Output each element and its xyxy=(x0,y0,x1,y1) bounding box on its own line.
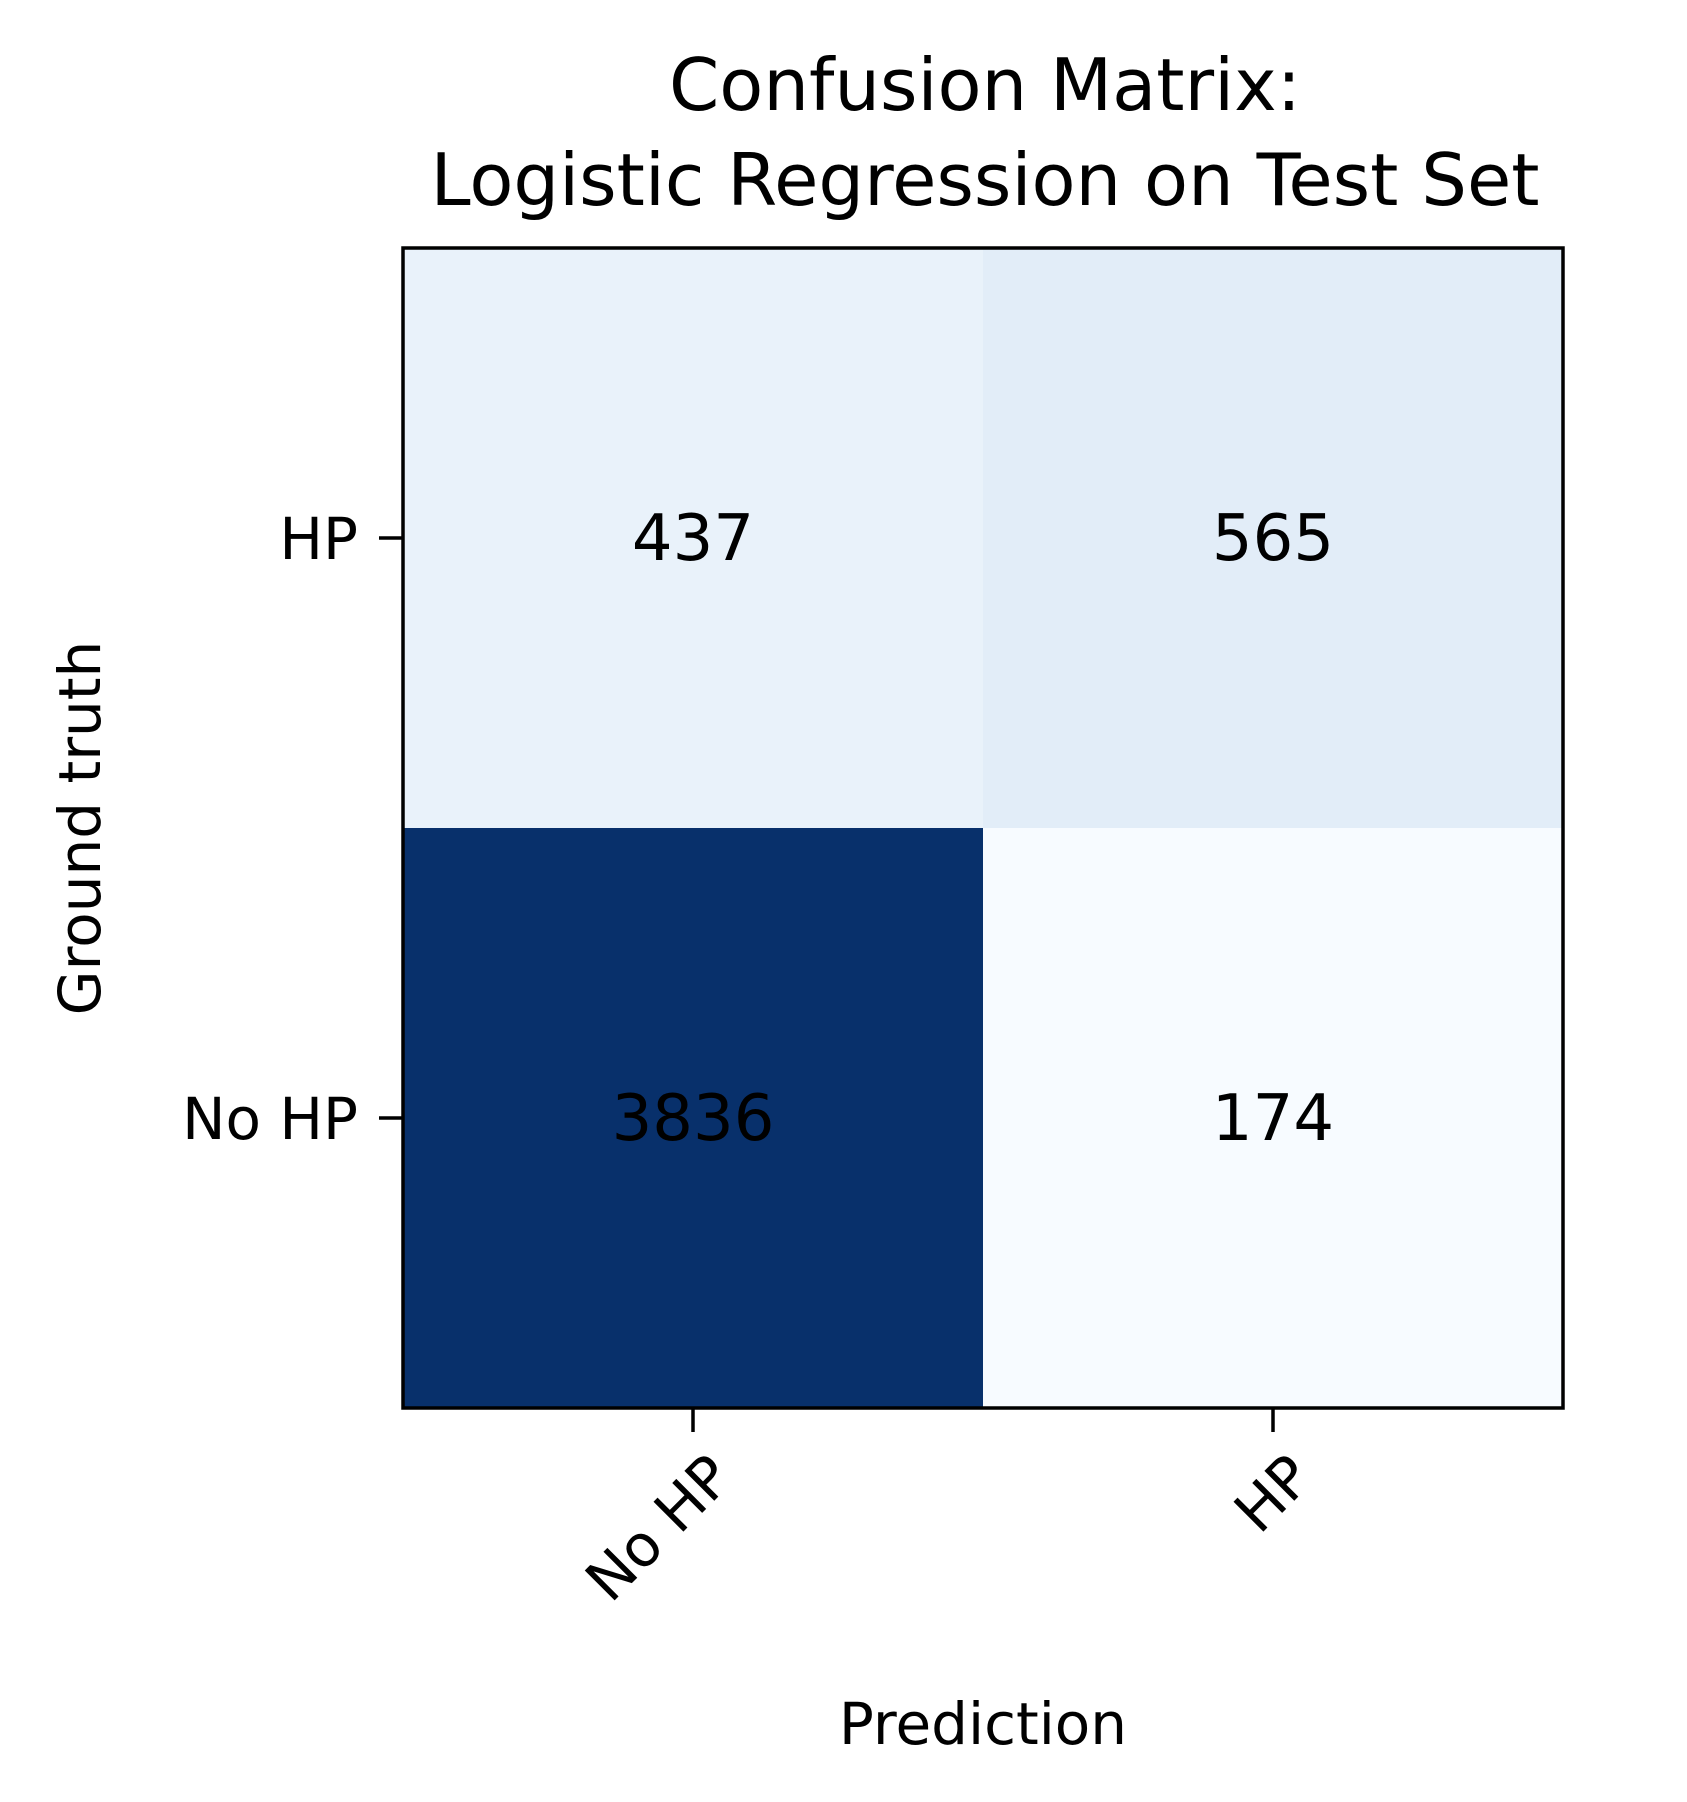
chart-title-line-1: Confusion Matrix: xyxy=(669,43,1301,127)
x-axis-label: Prediction xyxy=(839,1690,1127,1758)
y-axis-label: Ground truth xyxy=(46,641,114,1016)
plot-frame xyxy=(401,246,1565,1410)
cell-value-label: 3836 xyxy=(612,1082,775,1156)
heatmap-cell xyxy=(403,828,983,1408)
y-tick-label: HP xyxy=(279,505,358,573)
cell-value-label: 565 xyxy=(1212,502,1334,576)
heatmap-cell xyxy=(403,248,983,828)
heatmap-cell xyxy=(983,828,1563,1408)
heatmap-cell-labels: 437 565 3836 174 xyxy=(612,502,1335,1156)
chart-title-line-2: Logistic Regression on Test Set xyxy=(430,138,1539,222)
cell-value-label: 174 xyxy=(1212,1082,1334,1156)
heatmap-cell xyxy=(983,248,1563,828)
heatmap-cells xyxy=(403,248,1563,1408)
y-axis-ticks: HP No HP xyxy=(182,505,403,1153)
cell-value-label: 437 xyxy=(632,502,754,576)
y-tick-label: No HP xyxy=(182,1085,358,1153)
